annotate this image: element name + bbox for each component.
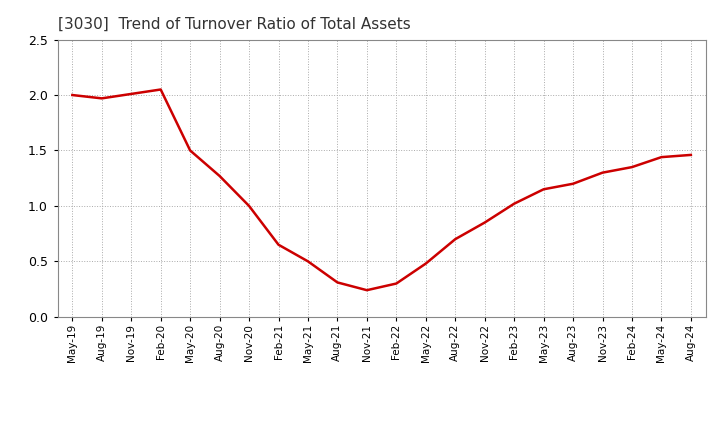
Text: [3030]  Trend of Turnover Ratio of Total Assets: [3030] Trend of Turnover Ratio of Total … <box>58 16 410 32</box>
